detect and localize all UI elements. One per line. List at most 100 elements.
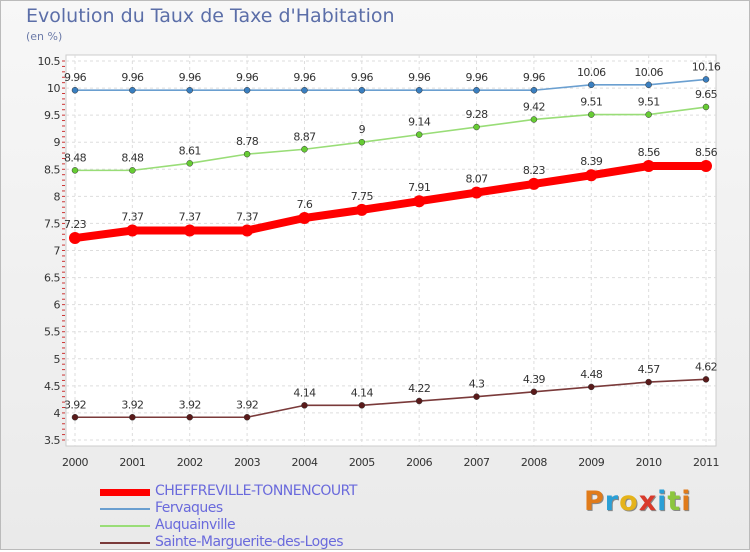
data-point bbox=[241, 224, 254, 237]
data-point bbox=[588, 81, 595, 89]
chart-subtitle: (en %) bbox=[26, 30, 63, 43]
series-line-2 bbox=[75, 106, 707, 172]
data-label: 9.96 bbox=[293, 71, 316, 84]
series-line-0 bbox=[74, 162, 706, 243]
logo-letter: t bbox=[667, 486, 682, 517]
data-label: 3.92 bbox=[64, 398, 86, 411]
data-point bbox=[129, 86, 136, 94]
data-label: 4.57 bbox=[638, 363, 661, 376]
data-label: 4.39 bbox=[523, 373, 546, 386]
data-point bbox=[702, 376, 710, 383]
x-tick-label: 2011 bbox=[693, 456, 719, 469]
legend-label: Auquainville bbox=[155, 517, 236, 533]
y-tick-label: 3.5 bbox=[44, 434, 60, 447]
data-point bbox=[473, 86, 480, 94]
data-label: 9.42 bbox=[523, 100, 545, 113]
data-label: 10.16 bbox=[692, 60, 721, 73]
y-tick-label: 5.5 bbox=[44, 326, 60, 339]
data-label: 9.96 bbox=[465, 71, 488, 84]
data-label: 9 bbox=[359, 123, 366, 136]
data-label: 9.96 bbox=[351, 71, 374, 84]
data-point bbox=[69, 232, 81, 245]
data-point bbox=[530, 86, 538, 94]
data-label: 7.91 bbox=[408, 181, 430, 194]
data-label: 10.06 bbox=[577, 66, 606, 79]
data-point bbox=[71, 414, 79, 421]
data-label: 7.6 bbox=[297, 198, 313, 211]
data-point bbox=[183, 224, 196, 237]
data-point bbox=[588, 383, 595, 391]
data-label: 9.96 bbox=[179, 71, 202, 84]
data-point bbox=[186, 160, 193, 167]
x-tick-label: 2003 bbox=[234, 456, 260, 469]
data-label: 9.28 bbox=[465, 108, 488, 121]
x-tick-label: 2005 bbox=[349, 456, 375, 469]
data-label: 8.78 bbox=[236, 135, 259, 148]
data-point bbox=[358, 86, 366, 94]
y-tick-label: 7.5 bbox=[44, 217, 60, 230]
data-label: 4.48 bbox=[580, 368, 603, 381]
legend-label: CHEFFREVILLE-TONNENCOURT bbox=[155, 483, 357, 499]
data-label: 8.39 bbox=[580, 155, 603, 168]
data-label: 8.07 bbox=[465, 173, 488, 186]
data-point bbox=[129, 414, 136, 421]
logo-letter: i bbox=[681, 486, 692, 517]
data-label: 3.92 bbox=[179, 398, 201, 411]
data-label: 9.14 bbox=[408, 116, 431, 129]
x-tick-label: 2004 bbox=[291, 456, 317, 469]
legend-label: Fervaques bbox=[155, 500, 223, 516]
y-tick-label: 7 bbox=[54, 245, 61, 258]
chart-title: Evolution du Taux de Taxe d'Habitation bbox=[26, 5, 395, 27]
data-point bbox=[645, 111, 652, 118]
data-point bbox=[301, 146, 308, 153]
data-point bbox=[243, 86, 251, 94]
logo-letter: i bbox=[657, 486, 668, 517]
y-tick-label: 8.5 bbox=[44, 163, 60, 176]
data-label: 9.51 bbox=[638, 96, 660, 109]
data-label: 7.75 bbox=[351, 190, 374, 203]
data-point bbox=[71, 167, 79, 174]
data-point bbox=[585, 169, 598, 182]
data-label: 8.56 bbox=[695, 146, 718, 159]
x-tick-label: 2001 bbox=[119, 456, 145, 469]
data-label: 10.06 bbox=[634, 66, 663, 79]
data-label: 8.23 bbox=[523, 164, 546, 177]
data-label: 4.3 bbox=[469, 378, 485, 391]
x-tick-label: 2006 bbox=[406, 456, 432, 469]
x-tick-label: 2009 bbox=[578, 456, 604, 469]
data-point bbox=[126, 224, 139, 237]
x-tick-label: 2000 bbox=[62, 456, 88, 469]
data-point bbox=[530, 116, 538, 123]
x-tick-label: 2007 bbox=[464, 456, 490, 469]
x-tick-label: 2008 bbox=[521, 456, 547, 469]
y-tick-label: 9.5 bbox=[44, 109, 60, 122]
x-tick-label: 2010 bbox=[636, 456, 662, 469]
data-label: 9.65 bbox=[695, 88, 718, 101]
data-point bbox=[301, 402, 308, 409]
data-label: 7.37 bbox=[121, 210, 144, 223]
data-point bbox=[186, 414, 193, 421]
data-point bbox=[301, 86, 308, 94]
data-label: 7.23 bbox=[64, 218, 87, 231]
data-label: 3.92 bbox=[236, 398, 258, 411]
data-point bbox=[129, 167, 136, 174]
logo-letter: x bbox=[638, 486, 658, 517]
data-point bbox=[243, 150, 251, 158]
legend-swatch bbox=[100, 489, 150, 496]
data-label: 8.48 bbox=[64, 151, 87, 164]
data-label: 8.87 bbox=[293, 130, 316, 143]
data-label: 4.62 bbox=[695, 360, 717, 373]
data-label: 9.51 bbox=[580, 96, 602, 109]
data-point bbox=[642, 160, 655, 173]
y-tick-label: 6.5 bbox=[44, 272, 60, 285]
data-label: 9.96 bbox=[121, 71, 144, 84]
data-point bbox=[702, 103, 710, 111]
y-tick-label: 5 bbox=[54, 353, 61, 366]
data-label: 9.96 bbox=[236, 71, 259, 84]
data-point bbox=[186, 86, 193, 94]
data-point bbox=[588, 111, 595, 118]
data-point bbox=[473, 123, 480, 131]
proxiti-logo: Proxiti bbox=[584, 486, 692, 517]
legend-swatch bbox=[100, 508, 150, 510]
